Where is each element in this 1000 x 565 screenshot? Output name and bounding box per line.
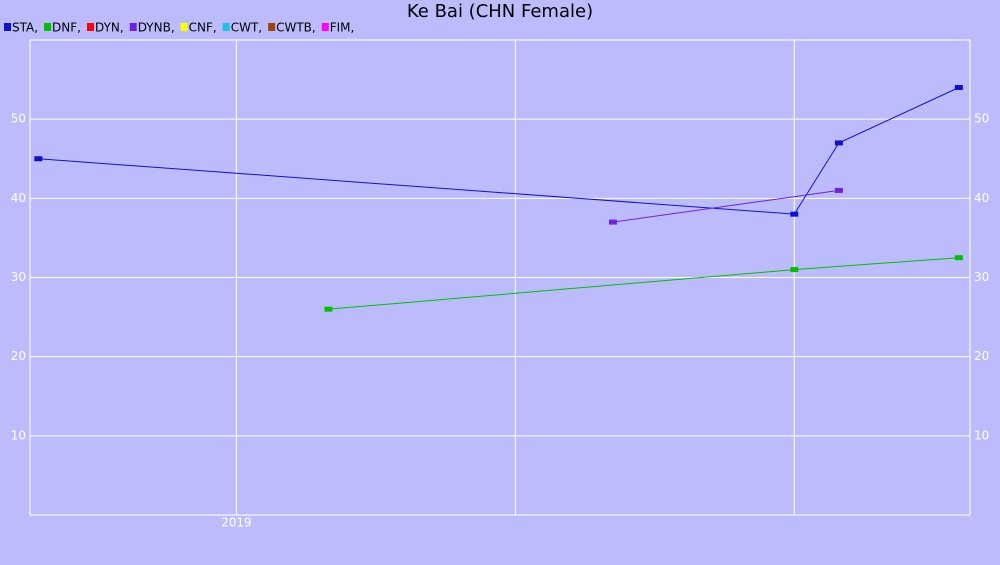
legend-label: DYN, [95, 21, 124, 35]
legend-swatch [321, 23, 329, 31]
y2-tick-label: 30 [974, 270, 989, 284]
point [790, 211, 799, 217]
legend-swatch [4, 23, 11, 31]
y2-tick-label: 20 [974, 349, 989, 363]
series-line [38, 87, 960, 215]
y-tick-label: 10 [11, 428, 26, 442]
point [790, 267, 799, 273]
point [834, 187, 843, 193]
point [324, 306, 333, 312]
y2-tick-label: 40 [974, 191, 989, 205]
y-tick-label: 50 [11, 112, 26, 126]
legend-label: CWTB, [276, 21, 316, 35]
legend-swatch [44, 23, 52, 31]
y2-tick-label: 50 [974, 112, 989, 126]
legend-swatch [86, 23, 94, 31]
legend-swatch [129, 23, 137, 31]
legend-swatch [180, 23, 188, 31]
legend-label: FIM, [330, 21, 355, 35]
point [608, 219, 617, 225]
point [834, 140, 843, 146]
point [34, 156, 43, 162]
legend-label: DNF, [52, 21, 81, 35]
series-line [328, 257, 959, 310]
y-tick-label: 20 [11, 349, 26, 363]
point [954, 255, 963, 261]
legend-label: CWT, [231, 21, 262, 35]
chart-title: Ke Bai (CHN Female) [407, 1, 593, 22]
legend-label: DYNB, [138, 21, 175, 35]
y2-tick-label: 10 [974, 428, 989, 442]
legend-label: CNF, [189, 21, 217, 35]
y-tick-label: 40 [11, 191, 26, 205]
x-tick-label: 2019 [221, 516, 252, 530]
legend-swatch [268, 23, 276, 31]
legend-swatch [222, 23, 230, 31]
y-tick-label: 30 [11, 270, 26, 284]
legend-label: STA, [12, 21, 38, 35]
point [954, 85, 963, 90]
series-line [612, 189, 839, 223]
